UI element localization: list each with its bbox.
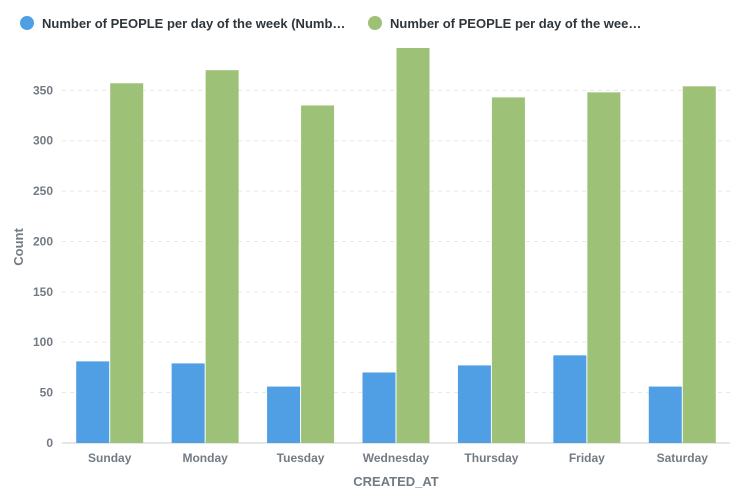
legend-swatch-series-2 — [368, 16, 382, 30]
bar-series-2-friday[interactable] — [587, 92, 621, 443]
x-tick-label-thursday: Thursday — [464, 451, 518, 465]
bar-series-2-sunday[interactable] — [110, 83, 144, 443]
bar-series-1-monday[interactable] — [171, 363, 205, 443]
grid-layer — [62, 89, 730, 444]
x-tick-label-saturday: Saturday — [657, 451, 709, 465]
bar-series-2-monday[interactable] — [205, 70, 239, 443]
y-axis-title: Count — [11, 228, 26, 266]
legend: Number of PEOPLE per day of the week (Nu… — [20, 12, 730, 34]
bar-series-1-wednesday[interactable] — [362, 372, 396, 443]
legend-item-series-2[interactable]: Number of PEOPLE per day of the wee… — [368, 16, 641, 31]
y-tick-labels: 0 50 100 150 200 250 300 350 — [33, 83, 53, 450]
bar-series-1-tuesday[interactable] — [267, 386, 301, 443]
y-tick-label: 350 — [33, 83, 53, 97]
bar-series-2-thursday[interactable] — [491, 97, 525, 444]
y-tick-label: 0 — [46, 436, 53, 450]
bars-layer — [76, 48, 716, 444]
bar-series-1-thursday[interactable] — [457, 365, 491, 443]
x-tick-labels: Sunday Monday Tuesday Wednesday Thursday Frid… — [88, 451, 708, 465]
x-tick-label-wednesday: Wednesday — [363, 451, 430, 465]
y-tick-label: 50 — [40, 386, 54, 400]
y-tick-label: 150 — [33, 285, 53, 299]
bar-series-1-sunday[interactable] — [76, 361, 110, 443]
x-tick-label-friday: Friday — [569, 451, 605, 465]
x-tick-label-sunday: Sunday — [88, 451, 132, 465]
x-tick-label-tuesday: Tuesday — [277, 451, 325, 465]
bar-series-2-wednesday[interactable] — [396, 48, 430, 443]
y-tick-label: 200 — [33, 234, 53, 248]
y-tick-label: 300 — [33, 134, 53, 148]
x-tick-label-monday: Monday — [182, 451, 228, 465]
y-tick-label: 250 — [33, 184, 53, 198]
bar-series-2-saturday[interactable] — [682, 86, 716, 443]
bar-series-2-tuesday[interactable] — [301, 105, 335, 444]
bar-series-1-saturday[interactable] — [648, 386, 682, 443]
x-axis-title: CREATED_AT — [353, 474, 439, 489]
y-tick-label: 100 — [33, 335, 53, 349]
bar-series-1-friday[interactable] — [553, 355, 587, 443]
legend-swatch-series-1 — [20, 16, 34, 30]
legend-item-series-1[interactable]: Number of PEOPLE per day of the week (Nu… — [20, 16, 350, 31]
